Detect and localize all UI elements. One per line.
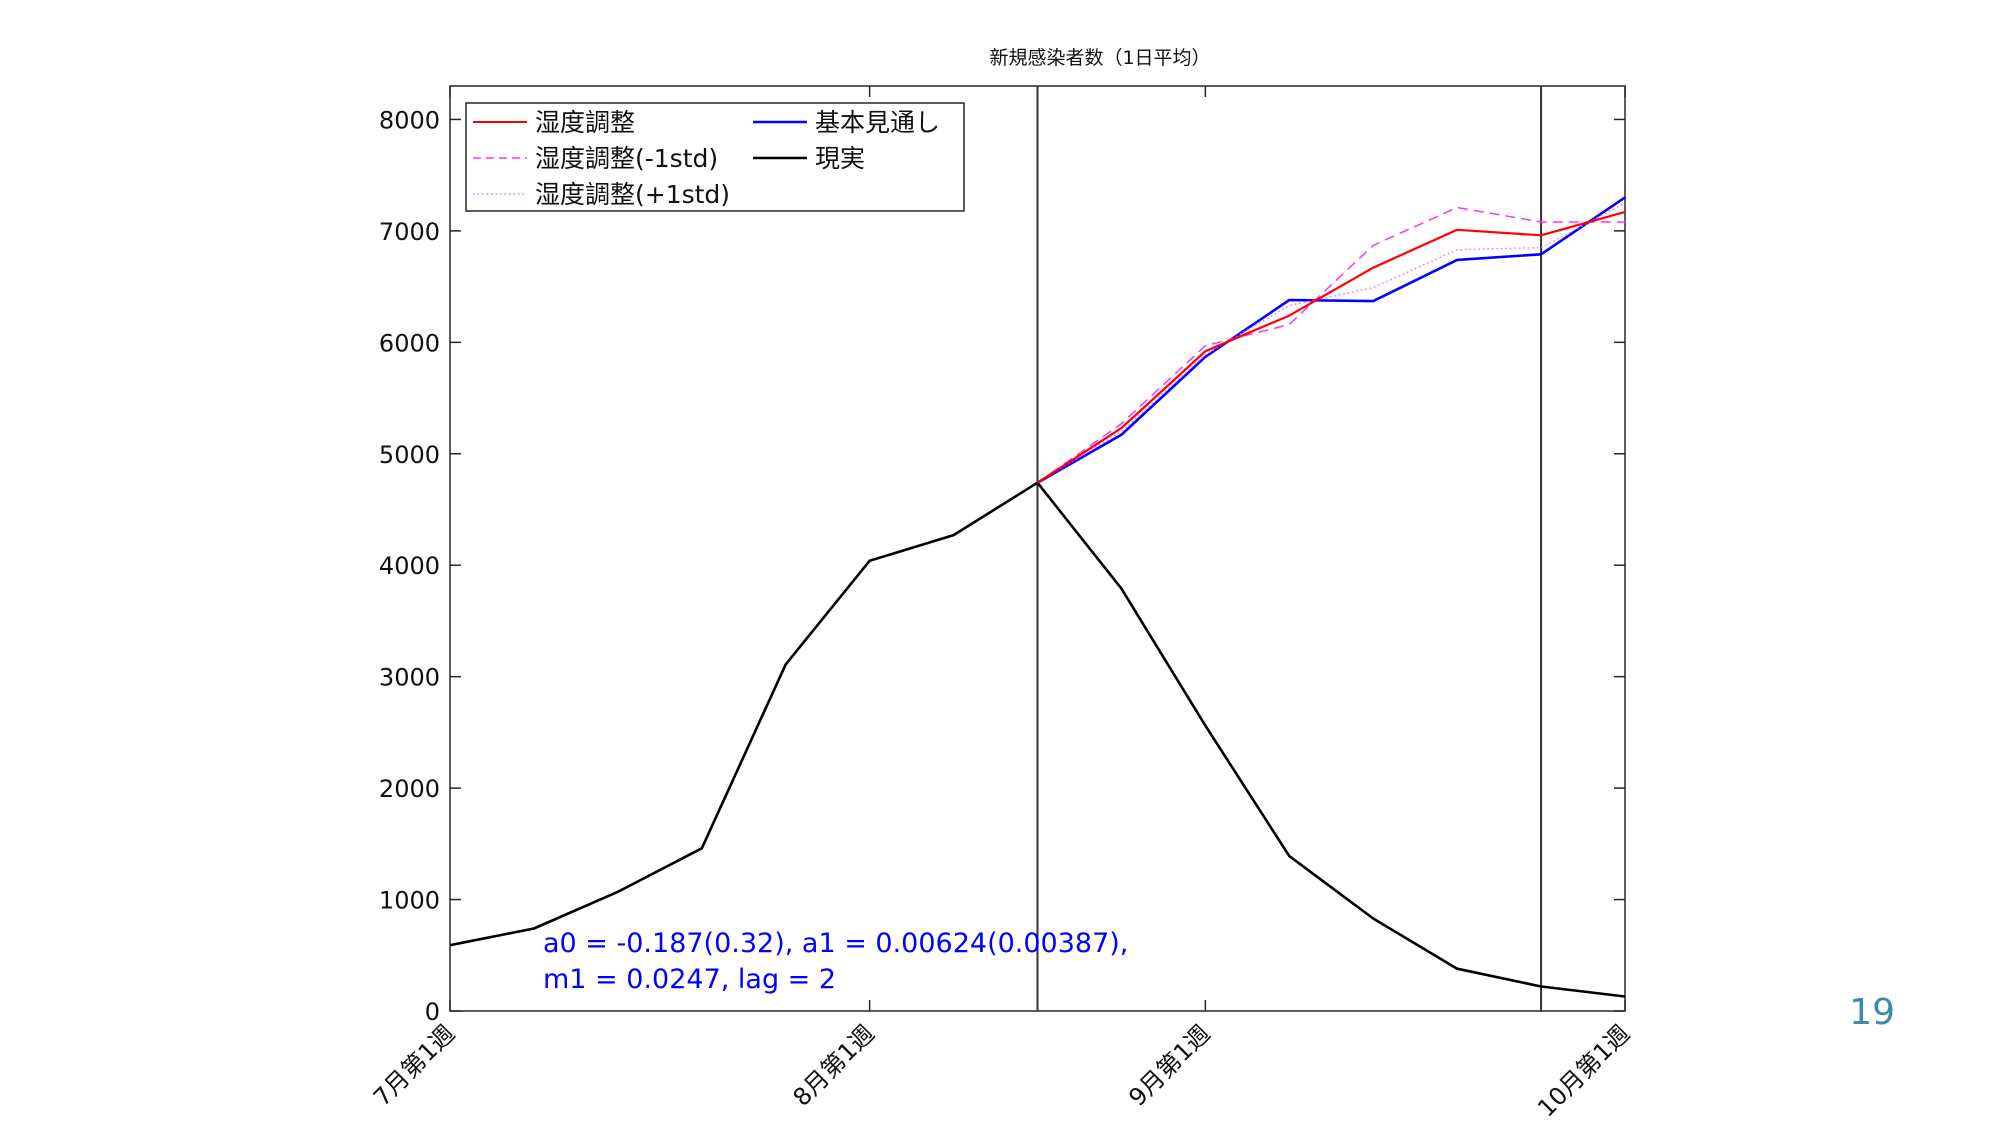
y-tick-label: 7000: [379, 218, 440, 246]
series-baseline: [1036, 196, 1626, 484]
legend-label-humidity: 湿度調整: [535, 108, 635, 137]
x-tick-label: 9月第1週: [1123, 1019, 1215, 1111]
legend-label-humidity-minus: 湿度調整(-1std): [535, 144, 718, 173]
page-number: 19: [1849, 992, 1895, 1033]
y-axis: 0 1000 2000 3000 4000 5000 6000 7000 8000: [379, 106, 1625, 1026]
series-humidity-plus: [1037, 202, 1626, 484]
reference-lines: [1036, 86, 1543, 1011]
series-humidity: [1036, 210, 1626, 484]
y-tick-label: 1000: [379, 887, 440, 915]
legend-box: [465, 102, 965, 212]
legend: 湿度調整 湿度調整(-1std) 湿度調整(+1std) 基本見通し 現実: [465, 102, 965, 212]
legend-label-actual: 現実: [815, 144, 865, 173]
annotation-line-2: m1 = 0.0247, lag = 2: [543, 964, 836, 995]
y-tick-label: 5000: [379, 441, 440, 469]
x-tick-label: 8月第1週: [788, 1019, 880, 1111]
chart-title: 新規感染者数（1日平均）: [989, 47, 1210, 69]
x-tick-label: 10月第1週: [1532, 1019, 1635, 1122]
annotation-line-1: a0 = -0.187(0.32), a1 = 0.00624(0.00387)…: [543, 928, 1128, 959]
legend-label-baseline: 基本見通し: [815, 108, 940, 137]
y-tick-label: 4000: [379, 552, 440, 580]
series-group: [449, 196, 1626, 998]
y-tick-label: 6000: [379, 329, 440, 357]
y-tick-label: 3000: [379, 664, 440, 692]
x-tick-label: 7月第1週: [368, 1019, 460, 1111]
y-tick-label: 0: [425, 998, 440, 1026]
legend-label-humidity-plus: 湿度調整(+1std): [535, 180, 730, 209]
series-humidity-minus: [1037, 206, 1625, 484]
y-tick-label: 8000: [379, 106, 440, 134]
y-tick-label: 2000: [379, 775, 440, 803]
